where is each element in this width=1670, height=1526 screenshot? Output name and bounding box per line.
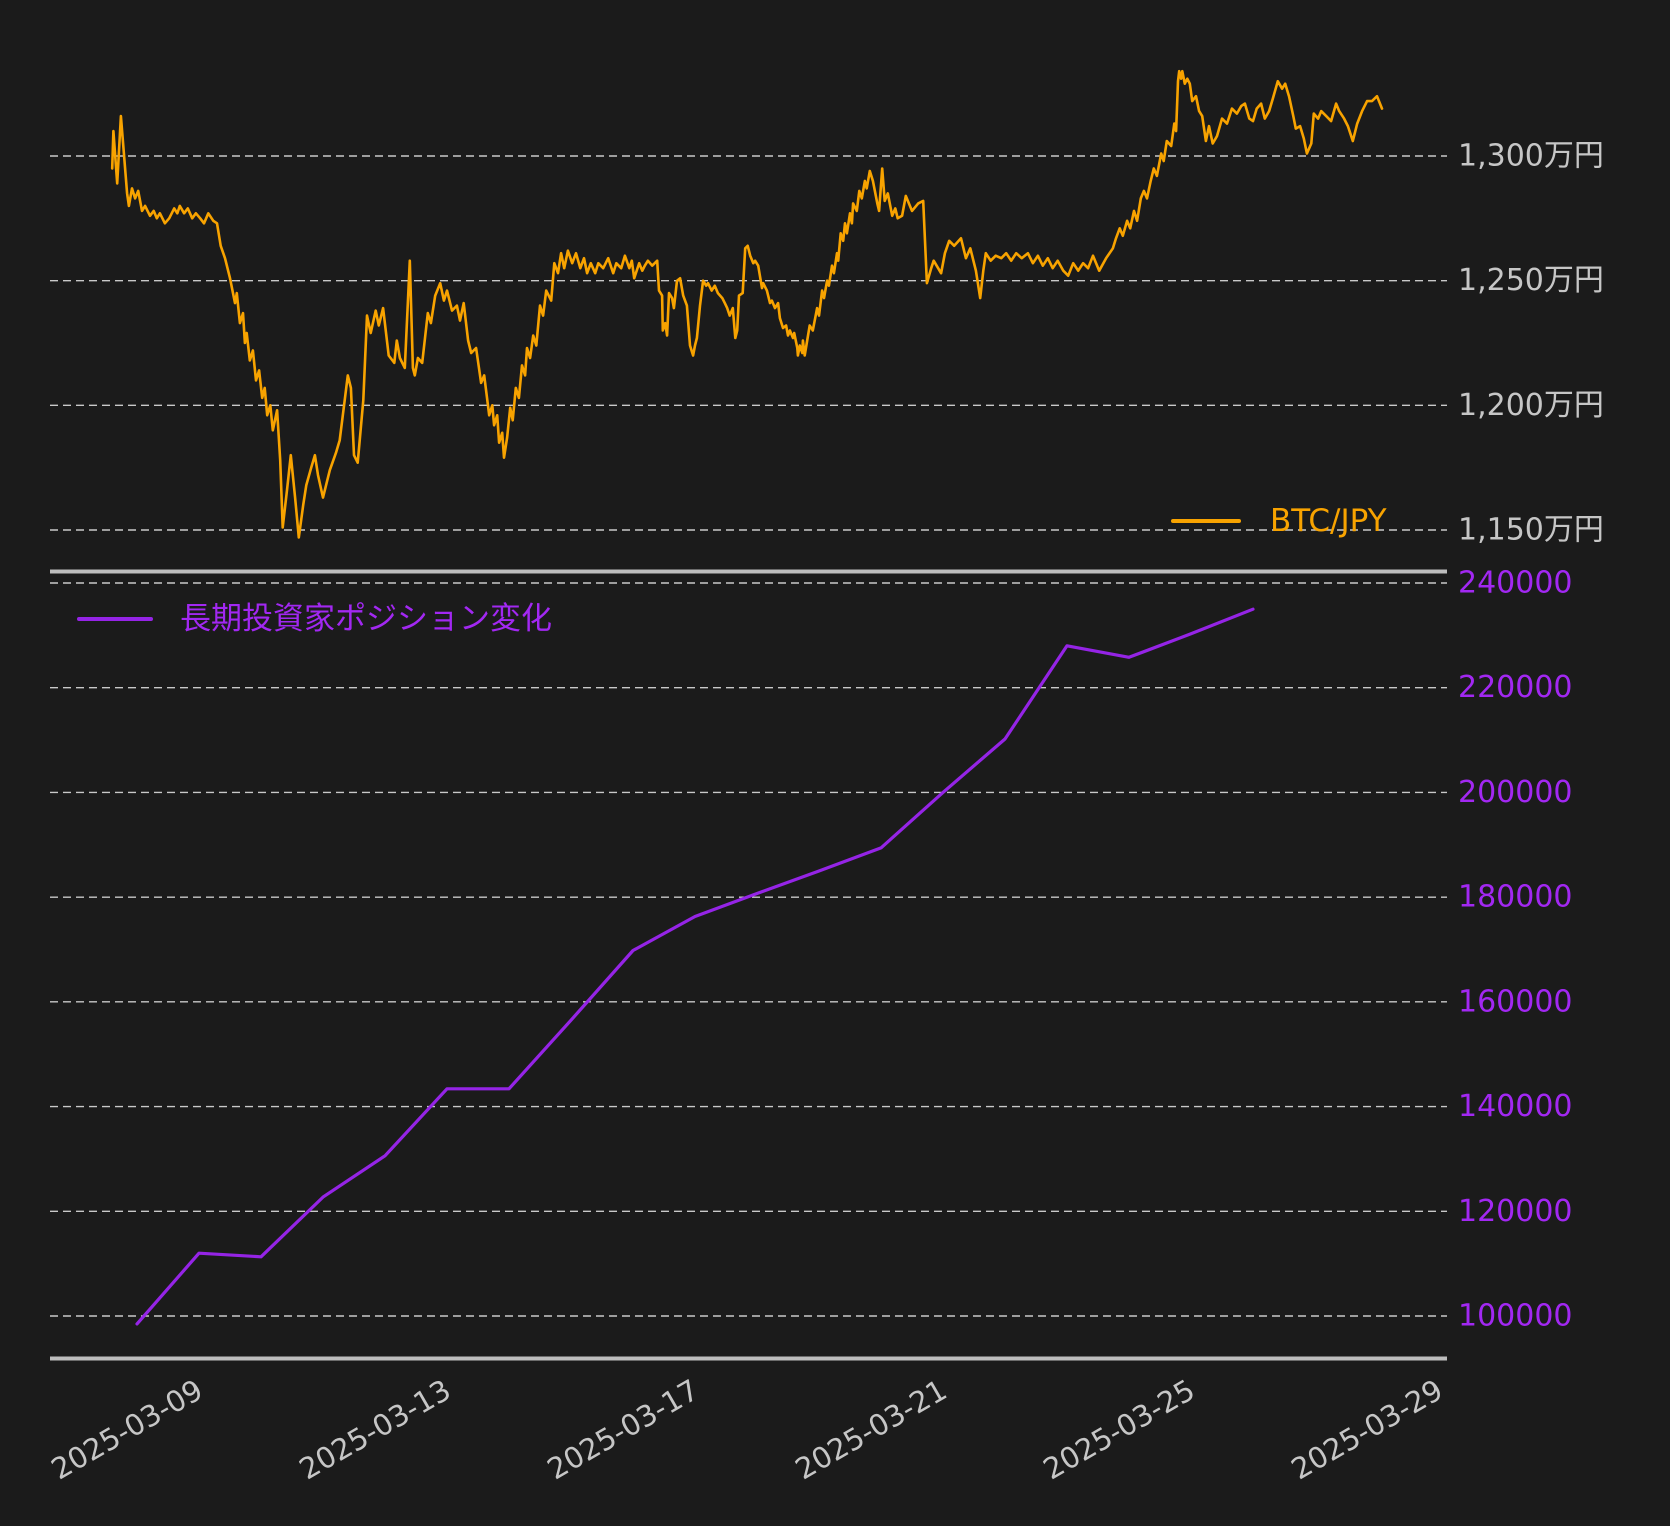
date-axis-tick-label: 2025-03-09 [46,1373,209,1487]
date-axis-tick-label: 2025-03-29 [1286,1373,1449,1487]
legend-position-change: 長期投資家ポジション変化 [77,601,552,637]
price-axis-tick-label: 1,250万円 [1458,263,1604,298]
position-legend-label: 長期投資家ポジション変化 [180,601,552,637]
date-axis-tick-label: 2025-03-25 [1038,1373,1201,1487]
position-axis-tick-label: 240000 [1458,566,1573,601]
position-axis-tick-label: 100000 [1458,1298,1573,1333]
position-change-line [135,607,1255,1326]
position-axis-tick-label: 160000 [1458,984,1573,1019]
btc-price-line [110,69,1384,539]
price-axis-tick-label: 1,300万円 [1458,139,1604,174]
legend-btc-jpy: BTC/JPY [1171,503,1387,539]
position-axis-tick-label: 180000 [1458,880,1573,915]
position-axis-tick-label: 140000 [1458,1089,1573,1124]
position-axis-tick-label: 200000 [1458,775,1573,810]
date-axis-tick-label: 2025-03-21 [790,1373,953,1487]
position-axis-tick-label: 120000 [1458,1194,1573,1229]
price-axis-tick-label: 1,200万円 [1458,388,1604,423]
btc-legend-line-sample [1171,519,1241,523]
btc-legend-label: BTC/JPY [1270,503,1387,539]
date-axis-tick-label: 2025-03-17 [542,1373,705,1487]
price-axis-tick-label: 1,150万円 [1458,512,1604,547]
date-axis-tick-label: 2025-03-13 [294,1373,457,1487]
position-legend-line-sample [77,617,153,621]
position-axis-tick-label: 220000 [1458,670,1573,705]
